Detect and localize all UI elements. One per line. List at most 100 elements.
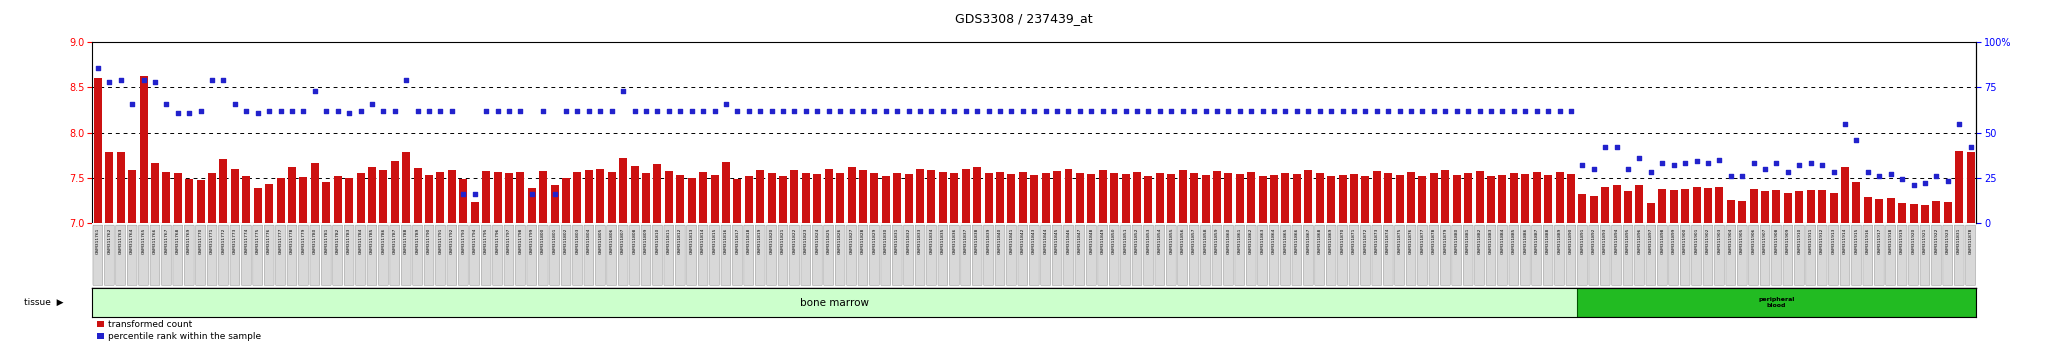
Bar: [1933, 201, 1939, 223]
Text: GSM311766: GSM311766: [154, 228, 158, 254]
Text: GSM311826: GSM311826: [838, 228, 842, 254]
Text: GSM311782: GSM311782: [336, 228, 340, 254]
Text: GSM311919: GSM311919: [1901, 228, 1905, 254]
Text: GSM311764: GSM311764: [131, 228, 133, 254]
Text: GSM311767: GSM311767: [164, 228, 168, 254]
FancyBboxPatch shape: [1085, 225, 1096, 285]
FancyBboxPatch shape: [606, 225, 616, 285]
FancyBboxPatch shape: [436, 225, 444, 285]
FancyBboxPatch shape: [1098, 225, 1108, 285]
Text: GSM311761: GSM311761: [96, 228, 100, 254]
FancyBboxPatch shape: [92, 225, 102, 285]
Text: GSM311856: GSM311856: [1182, 228, 1184, 254]
Bar: [1739, 201, 1747, 223]
Point: [698, 108, 731, 114]
Point: [961, 108, 993, 114]
FancyBboxPatch shape: [1759, 225, 1769, 285]
Bar: [1544, 175, 1552, 223]
Point: [1692, 160, 1724, 166]
FancyBboxPatch shape: [356, 225, 365, 285]
Bar: [963, 169, 969, 223]
Bar: [1327, 176, 1335, 223]
Bar: [264, 184, 272, 223]
Text: GSM311886: GSM311886: [1524, 228, 1528, 254]
Point: [1430, 108, 1462, 114]
FancyBboxPatch shape: [1794, 225, 1804, 285]
Bar: [551, 185, 559, 223]
Text: GSM311778: GSM311778: [291, 228, 295, 254]
FancyBboxPatch shape: [1120, 225, 1130, 285]
FancyBboxPatch shape: [1829, 225, 1839, 285]
Text: GSM311889: GSM311889: [1559, 228, 1561, 254]
Bar: [1407, 172, 1415, 223]
Point: [766, 108, 799, 114]
FancyBboxPatch shape: [1544, 225, 1552, 285]
Point: [1120, 108, 1153, 114]
FancyBboxPatch shape: [494, 225, 502, 285]
Bar: [494, 172, 502, 223]
Bar: [1761, 191, 1769, 223]
Point: [1143, 108, 1176, 114]
Text: GSM311788: GSM311788: [403, 228, 408, 254]
Bar: [197, 180, 205, 223]
FancyBboxPatch shape: [516, 225, 524, 285]
Text: GSM311790: GSM311790: [428, 228, 430, 254]
Point: [836, 108, 868, 114]
Point: [1006, 108, 1038, 114]
Bar: [1829, 193, 1837, 223]
Point: [1737, 160, 1769, 166]
Bar: [803, 173, 809, 223]
FancyBboxPatch shape: [813, 225, 821, 285]
Bar: [1876, 199, 1884, 223]
Point: [778, 108, 811, 114]
Bar: [870, 173, 879, 223]
FancyBboxPatch shape: [104, 225, 115, 285]
Bar: [778, 176, 786, 223]
FancyBboxPatch shape: [264, 225, 274, 285]
Text: GSM311892: GSM311892: [1591, 228, 1595, 254]
Point: [1784, 162, 1817, 168]
Bar: [139, 76, 147, 223]
Point: [1839, 137, 1872, 143]
FancyBboxPatch shape: [1200, 225, 1210, 285]
Point: [539, 191, 571, 196]
FancyBboxPatch shape: [459, 225, 469, 285]
Text: GSM311815: GSM311815: [713, 228, 717, 254]
Point: [436, 108, 469, 114]
Text: GSM311847: GSM311847: [1077, 228, 1081, 254]
Point: [367, 108, 399, 114]
FancyBboxPatch shape: [1599, 225, 1610, 285]
FancyBboxPatch shape: [379, 225, 389, 285]
Bar: [666, 171, 674, 223]
Point: [150, 101, 182, 107]
Text: GSM311869: GSM311869: [1329, 228, 1333, 254]
Point: [846, 108, 879, 114]
Point: [1462, 108, 1495, 114]
Point: [1669, 160, 1702, 166]
Text: GSM311798: GSM311798: [518, 228, 522, 254]
Point: [1212, 108, 1245, 114]
Point: [1896, 182, 1929, 188]
FancyBboxPatch shape: [1532, 225, 1542, 285]
Text: GSM311865: GSM311865: [1284, 228, 1288, 254]
Text: GSM311891: GSM311891: [1581, 228, 1585, 254]
Point: [1772, 169, 1804, 175]
Bar: [1841, 167, 1849, 223]
FancyBboxPatch shape: [973, 225, 983, 285]
FancyBboxPatch shape: [756, 225, 766, 285]
FancyBboxPatch shape: [1235, 225, 1245, 285]
Point: [1919, 173, 1952, 178]
Bar: [1235, 174, 1243, 223]
Bar: [1612, 185, 1620, 223]
Point: [1759, 160, 1792, 166]
Text: GSM311900: GSM311900: [1683, 228, 1688, 254]
Bar: [905, 174, 913, 223]
FancyBboxPatch shape: [1817, 225, 1827, 285]
Point: [1270, 108, 1303, 114]
FancyBboxPatch shape: [1280, 225, 1290, 285]
Bar: [356, 173, 365, 223]
Text: GSM311830: GSM311830: [885, 228, 887, 254]
FancyBboxPatch shape: [469, 225, 479, 285]
Text: GSM311878: GSM311878: [1968, 228, 1972, 254]
Text: GSM311855: GSM311855: [1169, 228, 1174, 255]
